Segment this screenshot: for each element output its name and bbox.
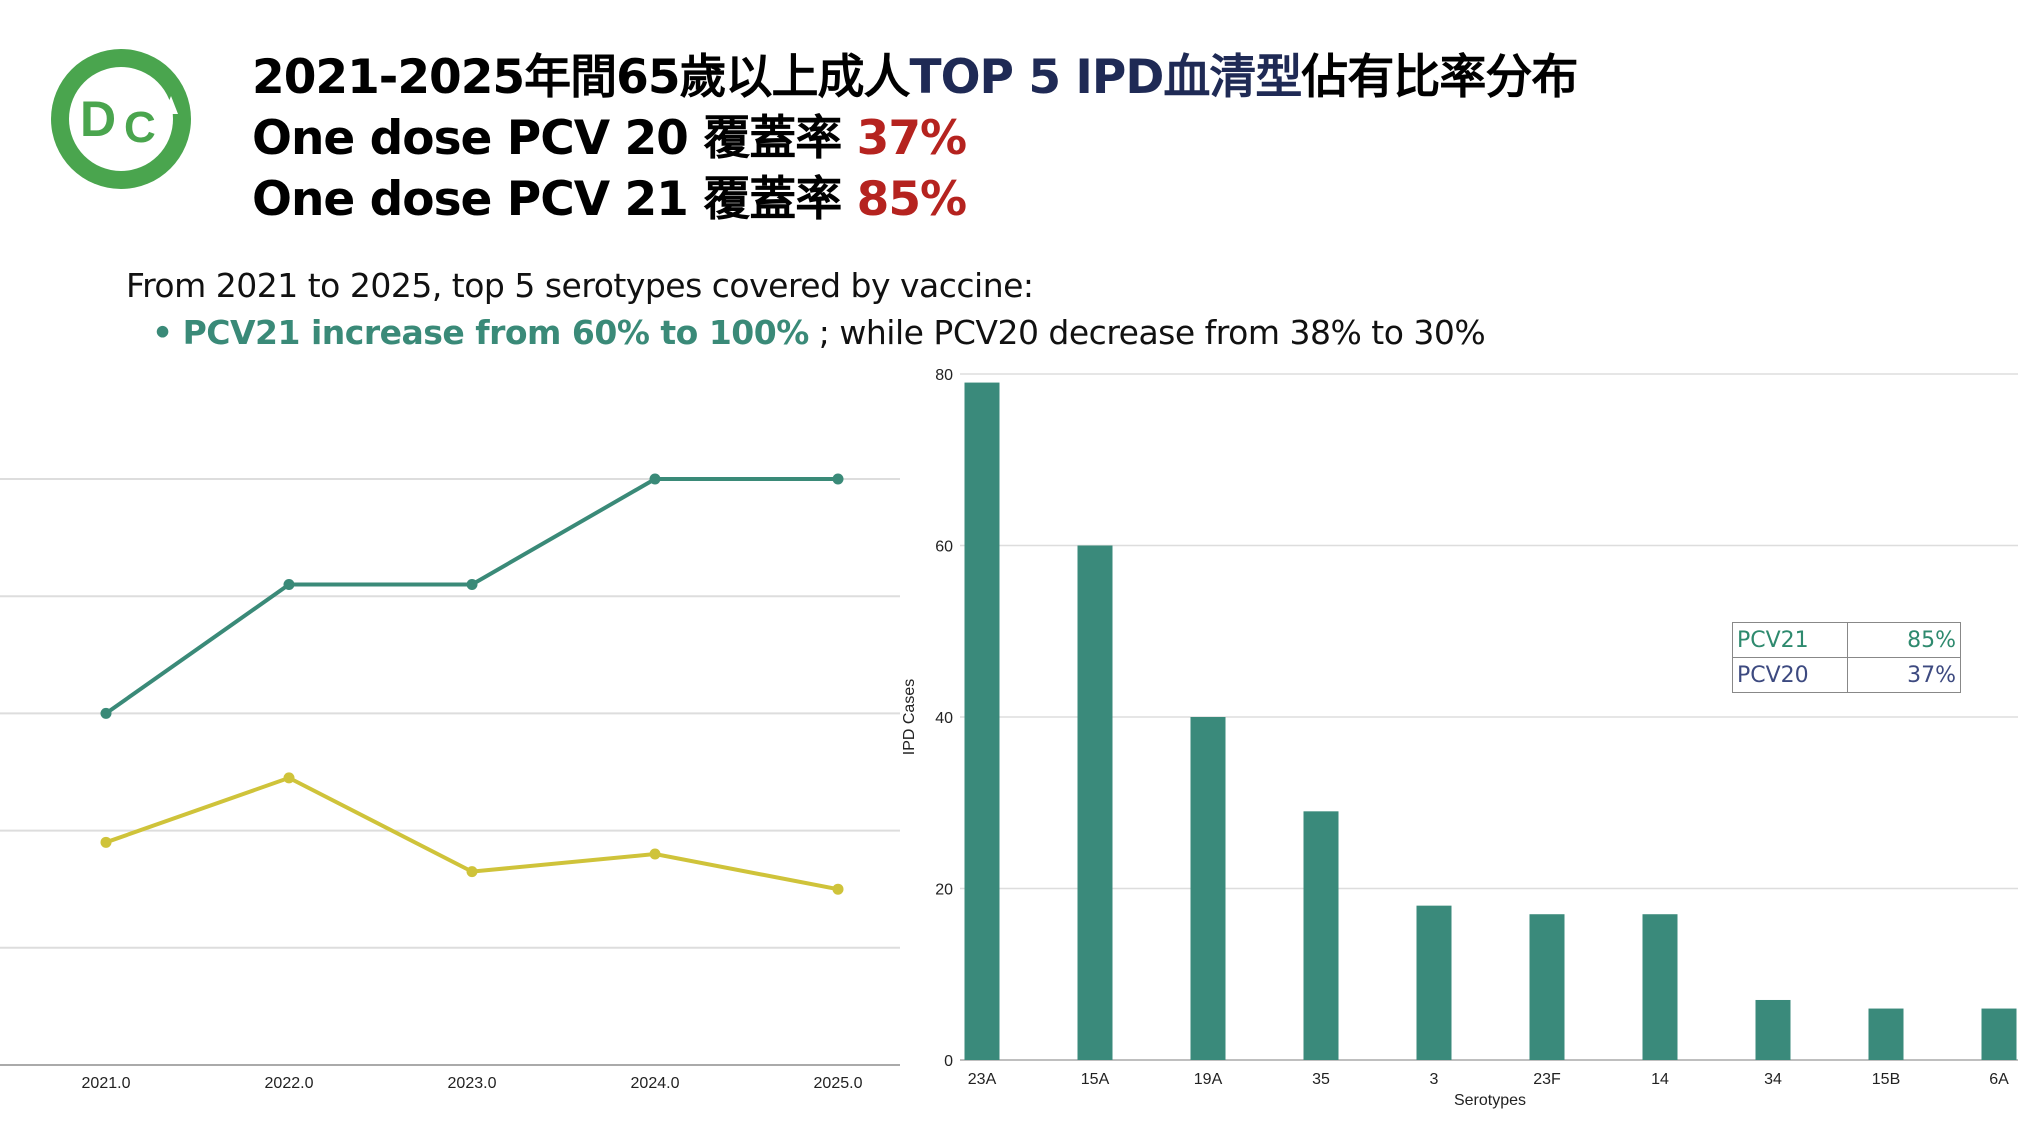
data-point-pcv21 — [466, 578, 478, 590]
x-tick-label: 6A — [1989, 1071, 2009, 1088]
bar — [1077, 545, 1113, 1060]
y-tick-label: 40 — [935, 710, 953, 727]
summary-bullet: • PCV21 increase from 60% to 100% ; whil… — [152, 313, 1486, 353]
x-tick-label: 15B — [1872, 1071, 1900, 1088]
pcv21-coverage-value: 85% — [856, 172, 967, 227]
bullet-highlight: PCV21 increase from 60% to 100% — [182, 313, 810, 352]
pcv21-coverage-label: One dose PCV 21 覆蓋率 — [252, 172, 842, 227]
pcv21-coverage-line: One dose PCV 21 覆蓋率 85% — [252, 170, 967, 230]
coverage-table: PCV21 85% PCV20 37% — [1732, 622, 1961, 693]
bar — [964, 382, 1000, 1060]
data-point-pcv21 — [832, 473, 844, 485]
table-cell-label: PCV21 — [1732, 622, 1848, 658]
bar — [1981, 1008, 2017, 1060]
page-title: 2021-2025年間65歲以上成人TOP 5 IPD血清型佔有比率分布 — [252, 48, 1578, 108]
data-point-pcv20 — [100, 836, 112, 848]
bullet-rest: ; while PCV20 decrease from 38% to 30% — [808, 313, 1486, 352]
title-part-1: 2021-2025年間65歲以上成人 — [252, 50, 911, 105]
logo-letter-d: D — [80, 91, 116, 147]
y-tick-label: 0 — [944, 1053, 953, 1070]
data-point-pcv20 — [649, 848, 661, 860]
x-tick-label: 3 — [1430, 1071, 1439, 1088]
cdc-logo: D C — [51, 49, 191, 189]
data-point-pcv20 — [466, 866, 478, 878]
title-part-2: TOP 5 IPD血清型 — [909, 50, 1303, 105]
title-part-3: 佔有比率分布 — [1301, 50, 1578, 105]
y-tick-label: 80 — [935, 367, 953, 384]
x-tick-label: 2025.0 — [814, 1075, 863, 1092]
x-axis-title: Serotypes — [1454, 1092, 1526, 1109]
data-point-pcv21 — [649, 473, 661, 485]
pcv20-coverage-label: One dose PCV 20 覆蓋率 — [252, 111, 842, 166]
line-chart: 2021.0 2022.0 2023.0 2024.0 2025.0 — [0, 473, 900, 1092]
table-cell-label: PCV20 — [1732, 657, 1848, 693]
summary-intro: From 2021 to 2025, top 5 serotypes cover… — [126, 266, 1034, 305]
y-axis-title: IPD Cases — [901, 679, 918, 755]
bar-chart: 0 20 40 60 80 23A 15A 19A 35 3 23F 14 34 15B 6A Serotyp… — [901, 367, 2018, 1109]
table-row: PCV20 37% — [1732, 657, 1961, 693]
x-tick-label: 35 — [1312, 1071, 1330, 1088]
x-tick-label: 15A — [1081, 1071, 1110, 1088]
pcv20-coverage-line: One dose PCV 20 覆蓋率 37% — [252, 109, 967, 169]
x-tick-label: 34 — [1764, 1071, 1782, 1088]
x-tick-label: 2021.0 — [82, 1075, 131, 1092]
bar — [1642, 914, 1678, 1060]
data-point-pcv21 — [283, 578, 295, 590]
bullet-dot: • — [152, 313, 173, 352]
x-tick-label: 23A — [968, 1071, 997, 1088]
x-tick-label: 2022.0 — [265, 1075, 314, 1092]
logo-arrow-icon — [164, 96, 178, 114]
y-tick-label: 60 — [935, 539, 953, 556]
x-tick-label: 19A — [1194, 1071, 1223, 1088]
data-point-pcv21 — [100, 707, 112, 719]
data-point-pcv20 — [283, 772, 295, 784]
x-tick-label: 23F — [1533, 1071, 1561, 1088]
x-tick-label: 2024.0 — [631, 1075, 680, 1092]
bar — [1529, 914, 1565, 1060]
x-tick-label: 2023.0 — [448, 1075, 497, 1092]
bar — [1190, 717, 1226, 1060]
x-tick-label: 14 — [1651, 1071, 1669, 1088]
y-tick-label: 20 — [935, 882, 953, 899]
bar — [1303, 811, 1339, 1060]
table-cell-value: 85% — [1847, 622, 1961, 658]
bar — [1755, 999, 1791, 1060]
bar — [1868, 1008, 1904, 1060]
pcv20-coverage-value: 37% — [856, 111, 967, 166]
data-point-pcv20 — [832, 883, 844, 895]
bar — [1416, 905, 1452, 1060]
logo-letter-c: C — [124, 103, 156, 152]
table-row: PCV21 85% — [1732, 622, 1961, 658]
table-cell-value: 37% — [1847, 657, 1961, 693]
logo-inner — [69, 67, 173, 171]
